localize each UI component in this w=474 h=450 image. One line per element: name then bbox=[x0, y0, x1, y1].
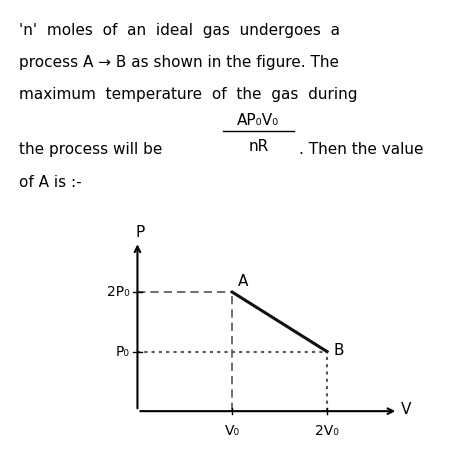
Text: P: P bbox=[136, 225, 145, 240]
Text: V₀: V₀ bbox=[225, 424, 240, 438]
Text: A: A bbox=[238, 274, 248, 288]
Text: V: V bbox=[401, 402, 411, 418]
Text: nR: nR bbox=[248, 139, 268, 153]
Text: 'n'  moles  of  an  ideal  gas  undergoes  a: 'n' moles of an ideal gas undergoes a bbox=[19, 22, 340, 37]
Text: the process will be: the process will be bbox=[19, 142, 162, 157]
Text: AP₀V₀: AP₀V₀ bbox=[237, 113, 280, 128]
Text: 2V₀: 2V₀ bbox=[315, 424, 339, 438]
Text: process A → B as shown in the figure. The: process A → B as shown in the figure. Th… bbox=[19, 55, 339, 70]
Text: 2P₀: 2P₀ bbox=[107, 285, 130, 299]
Text: B: B bbox=[334, 343, 344, 358]
Text: of A is :-: of A is :- bbox=[19, 175, 82, 189]
Text: P₀: P₀ bbox=[116, 345, 130, 359]
Text: . Then the value: . Then the value bbox=[299, 142, 423, 157]
Text: maximum  temperature  of  the  gas  during: maximum temperature of the gas during bbox=[19, 87, 357, 102]
